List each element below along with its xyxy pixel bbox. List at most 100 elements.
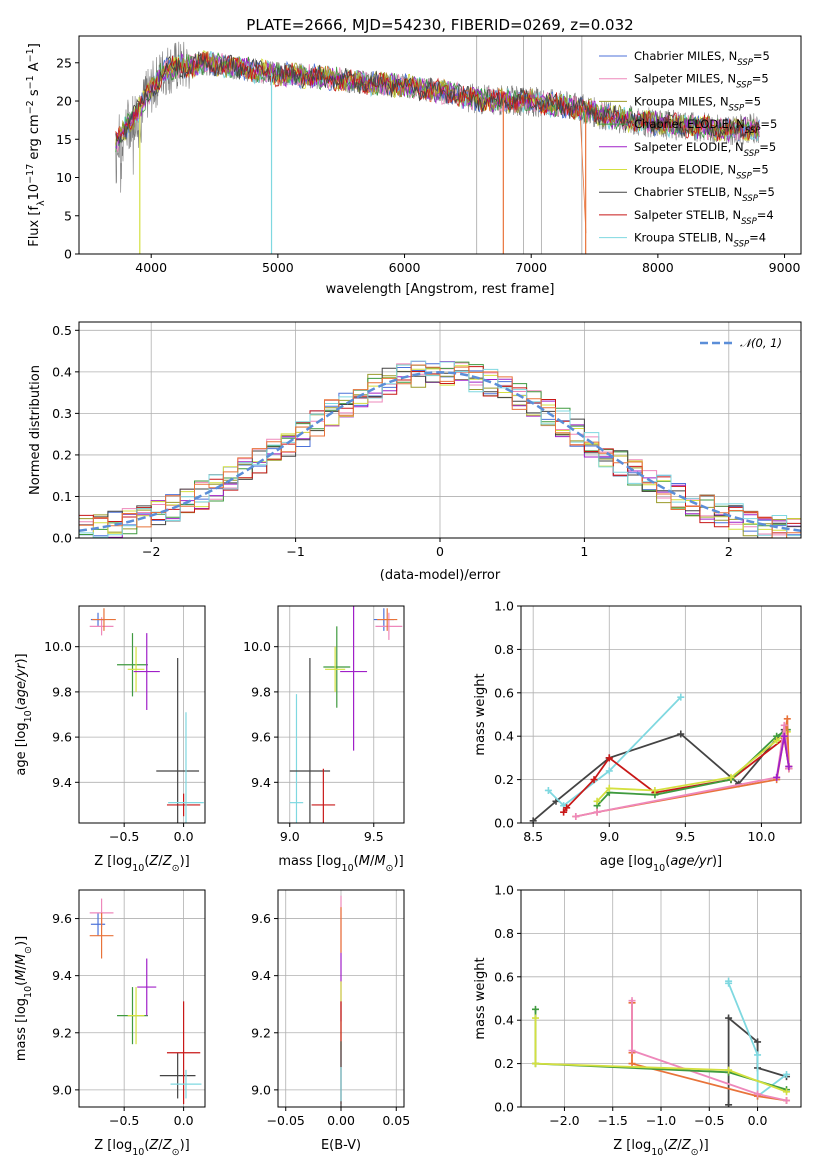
x-tick-label: −2.0 [549,1113,579,1128]
legend-value: =5 [759,140,776,154]
legend-sub: SSP [745,126,761,136]
x-tick-label: 0.0 [174,1113,194,1128]
legend-sub: SSP [741,217,757,227]
x-tick-label: 7000 [515,260,547,275]
normal-curve [79,371,801,532]
axes-frame [78,889,206,1108]
weight-marker [725,979,733,987]
y-tick-label: 0.4 [494,729,514,744]
figure-title: PLATE=2666, MJD=54230, FIBERID=0269, z=0… [246,16,633,34]
label-part: / [158,1138,163,1153]
y-tick-label: 0.2 [52,447,72,462]
weight-marker [628,1060,636,1068]
legend-name: Kroupa STELIB, N [634,231,734,245]
panel-mass_vs_Z: −0.5 0.09.09.29.49.6Z [log10(Z/Z⊙)]mass [… [14,889,206,1158]
legend-entry: Salpeter STELIB, NSSP=4 [634,208,774,227]
spectrum-model-line [115,51,760,144]
legend-value: =5 [760,117,777,131]
weight-marker [773,737,781,745]
legend-value: =5 [752,72,769,86]
y-tick-label: 9.4 [52,775,72,790]
label-part: A [27,62,42,75]
weight-marker [783,715,791,723]
x-tick-label: −2 [142,544,160,559]
weight-line [631,1000,787,1102]
label-part: age [ [14,742,29,775]
label-part: ⊙ [691,1147,699,1158]
x-tick-label: −0.5 [109,829,139,844]
label-part: ⊙ [386,863,394,874]
label-part: log [14,998,29,1018]
label-part: Z [148,1138,159,1153]
legend-sub: SSP [744,149,760,159]
label-part: log [633,854,653,869]
label-part: age/yr [14,662,29,705]
label-part: ( [14,981,29,986]
label-part: ] [27,43,42,48]
weight-marker [593,797,601,805]
legend-value: =5 [758,185,775,199]
legend-entry: Chabrier ELODIE, NSSP=5 [634,117,777,136]
label-part: / [370,854,375,869]
legend-sub: SSP [742,194,758,204]
plot-area [115,36,760,254]
label-part: log [322,854,342,869]
y-tick-label: 1.0 [494,599,514,614]
y-tick-label: 0 [64,247,72,262]
label-part: )] [699,1138,709,1153]
x-axis-label: mass [log10(M/M⊙)] [278,854,403,874]
x-tick-label: −1 [286,544,304,559]
label-part: 10 [27,184,42,201]
legend-name: Kroupa MILES, N [634,94,729,108]
y-tick-label: 0.2 [494,1056,514,1071]
x-tick-label: 9.5 [675,829,695,844]
x-axis-label: Z [log10(Z/Z⊙)] [613,1138,708,1158]
label-part: Z [667,1138,678,1153]
weight-marker [628,1047,636,1055]
y-tick-label: 9.6 [52,730,72,745]
weight-marker [531,1060,539,1068]
weight-marker [563,804,571,812]
x-tick-label: −0.5 [109,1113,139,1128]
y-axis-label: mass weight [473,673,488,755]
y-tick-label: 9.8 [52,684,72,699]
label-part: λ [36,200,47,206]
legend-name: Chabrier ELODIE, N [634,117,745,131]
axes-frame [78,605,206,824]
y-tick-label: 0.0 [52,531,72,546]
plot-area [79,360,801,538]
x-tick-label: −0.05 [267,1113,305,1128]
weight-marker [605,754,613,762]
axes-frame [520,605,802,824]
label-part: M [14,970,29,981]
label-part: )] [180,854,190,869]
weight-marker [605,784,613,792]
y-tick-label: 9.8 [251,684,271,699]
label-part: mass [ [14,1018,29,1061]
label-part: erg cm [27,114,42,163]
x-tick-label: 1 [580,544,588,559]
label-part: / [158,854,163,869]
y-axis-label: Normed distribution [28,365,43,495]
x-tick-label: 0.0 [174,829,194,844]
legend-name: Salpeter ELODIE, N [634,140,744,154]
legend-entry: Kroupa ELODIE, NSSP=5 [634,163,769,182]
label-part: Z [ [613,1138,631,1153]
legend-entry: Chabrier MILES, NSSP=5 [634,49,770,68]
label-part: age [ [600,854,633,869]
x-tick-label: 9000 [769,260,801,275]
x-tick-label: 0.0 [748,1113,768,1128]
label-part: s [27,89,42,100]
legend-entry: 𝒩(0, 1) [740,336,782,350]
y-tick-label: 9.4 [52,968,72,983]
label-part: ( [354,854,359,869]
x-axis-label: Z [log10(Z/Z⊙)] [94,854,189,874]
label-part: Z [ [94,854,112,869]
label-part: )] [14,653,29,663]
x-tick-label: 4000 [135,260,167,275]
y-tick-label: 0.8 [494,642,514,657]
legend-name: Chabrier MILES, N [634,49,737,63]
legend-sub: SSP [737,58,753,68]
x-tick-label: 8.5 [523,829,543,844]
